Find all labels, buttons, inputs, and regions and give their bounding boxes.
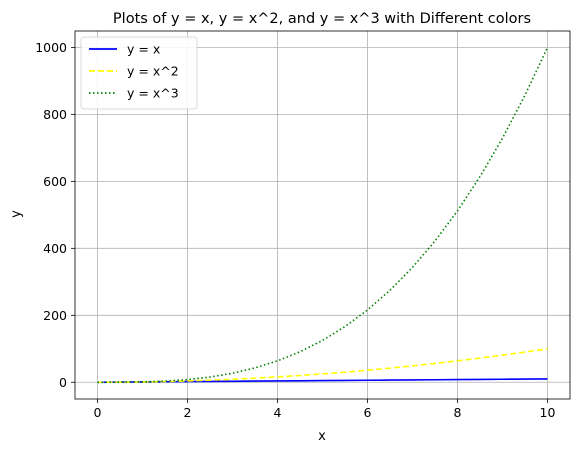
y-tick-label: 200: [43, 308, 67, 323]
x-axis-label: x: [318, 429, 326, 444]
y-tick-label: 1000: [35, 40, 67, 55]
legend-label-2: y = x^2: [127, 64, 179, 79]
chart-title: Plots of y = x, y = x^2, and y = x^3 wit…: [113, 11, 531, 27]
x-tick-label: 6: [364, 405, 372, 420]
legend-box: [80, 36, 198, 110]
series-group: [97, 47, 549, 384]
x-tick-label: 4: [274, 405, 282, 420]
y-tick-label: 800: [43, 107, 67, 122]
plot-frame: [74, 30, 571, 400]
x-tick-label: 10: [540, 405, 556, 420]
x-tick-label: 8: [454, 405, 462, 420]
axes: 0 2 4 6 8 10 0 200 400 600 800 1000: [35, 30, 571, 420]
y-tick-label: 400: [43, 241, 67, 256]
legend-label-1: y = x: [127, 42, 160, 57]
x-tick-label: 0: [94, 405, 102, 420]
legend: y = x y = x^2 y = x^3: [80, 36, 198, 110]
legend-label-3: y = x^3: [127, 86, 179, 101]
series-line-2: [97, 347, 548, 384]
y-tick-label: 0: [59, 375, 67, 390]
x-tick-label: 2: [184, 405, 192, 420]
y-tick-label: 600: [43, 174, 67, 189]
y-axis-label: y: [9, 210, 24, 218]
